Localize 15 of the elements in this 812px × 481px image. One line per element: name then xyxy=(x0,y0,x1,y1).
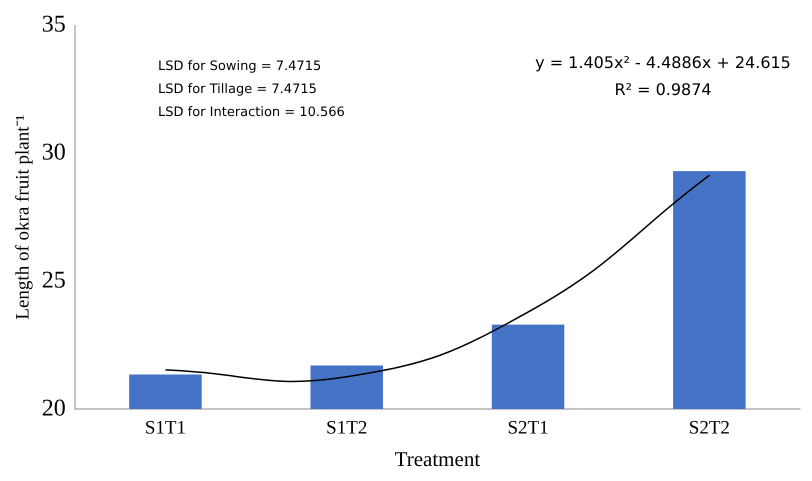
annotation: LSD for Sowing = 7.4715 xyxy=(158,59,322,74)
y-tick-label: 25 xyxy=(42,267,66,294)
x-tick-label: S1T1 xyxy=(144,417,186,438)
annotation: LSD for Tillage = 7.4715 xyxy=(158,82,317,97)
y-axis-title: Length of okra fruit plant⁻¹ xyxy=(12,114,34,320)
annotation: y = 1.405x² - 4.4886x + 24.615 xyxy=(535,53,791,72)
y-tick-label: 30 xyxy=(42,140,66,166)
annotation: LSD for Interaction = 10.566 xyxy=(158,105,345,120)
annotation: R² = 0.9874 xyxy=(614,80,712,99)
y-tick-label: 35 xyxy=(42,12,66,38)
x-tick-label: S1T2 xyxy=(326,417,368,438)
x-tick-label: S2T2 xyxy=(688,417,730,438)
x-tick-label: S2T1 xyxy=(507,417,549,438)
y-tick-label: 20 xyxy=(42,395,66,422)
x-axis-title: Treatment xyxy=(394,446,480,471)
